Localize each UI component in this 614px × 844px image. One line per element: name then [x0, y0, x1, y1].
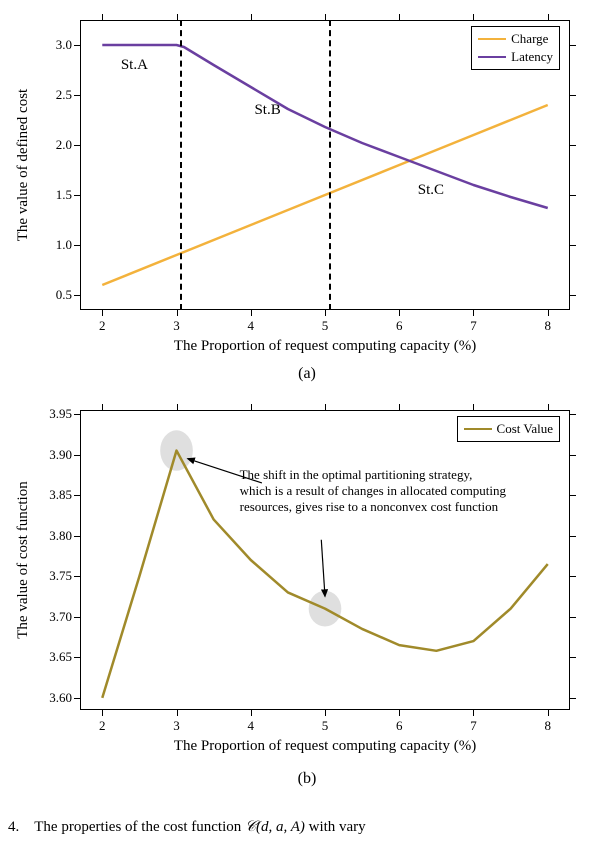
y-tick-label: 3.90: [42, 447, 72, 463]
y-tick-label: 3.60: [42, 690, 72, 706]
series-line: [102, 105, 547, 285]
y-tick-label: 3.75: [42, 568, 72, 584]
y-tick-label: 3.65: [42, 649, 72, 665]
x-tick-label: 8: [538, 318, 558, 334]
x-tick-label: 3: [167, 718, 187, 734]
x-tick-label: 5: [315, 718, 335, 734]
y-tick-label: 1.5: [42, 187, 72, 203]
figure-a: 23456780.51.01.52.02.53.0The value of de…: [80, 20, 570, 310]
caption-suffix: with vary: [309, 819, 366, 835]
vertical-guideline: [180, 20, 182, 310]
inline-annotation: St.A: [121, 57, 148, 74]
x-tick-label: 5: [315, 318, 335, 334]
x-tick-label: 8: [538, 718, 558, 734]
y-tick-label: 0.5: [42, 287, 72, 303]
x-tick-label: 4: [241, 718, 261, 734]
y-tick-label: 3.70: [42, 609, 72, 625]
x-tick-label: 4: [241, 318, 261, 334]
legend-swatch: [478, 56, 506, 59]
x-axis-label: The Proportion of request computing capa…: [145, 338, 505, 355]
x-tick-label: 7: [463, 318, 483, 334]
legend-label: Charge: [511, 31, 548, 47]
y-axis-label: The value of cost function: [15, 460, 32, 660]
vertical-guideline: [329, 20, 331, 310]
y-tick-label: 2.0: [42, 137, 72, 153]
caption-body: The properties of the cost function: [34, 819, 241, 835]
x-tick-label: 6: [389, 718, 409, 734]
legend: Cost Value: [457, 416, 560, 442]
figure-b-caption: (b): [0, 770, 614, 788]
figure-a-caption: (a): [0, 365, 614, 383]
legend-item: Charge: [478, 30, 553, 48]
legend-item: Latency: [478, 48, 553, 66]
y-tick-label: 1.0: [42, 237, 72, 253]
inline-annotation: St.C: [418, 182, 444, 199]
y-tick-label: 3.85: [42, 487, 72, 503]
x-tick-label: 7: [463, 718, 483, 734]
legend-swatch: [464, 428, 492, 431]
annotation-arrow: [321, 540, 325, 597]
legend-label: Cost Value: [497, 421, 553, 437]
legend-label: Latency: [511, 49, 553, 65]
legend-swatch: [478, 38, 506, 41]
x-tick-label: 2: [92, 718, 112, 734]
legend-item: Cost Value: [464, 420, 553, 438]
x-axis-label: The Proportion of request computing capa…: [145, 738, 505, 755]
x-tick-label: 6: [389, 318, 409, 334]
y-axis-label: The value of defined cost: [15, 65, 32, 265]
y-tick-label: 3.0: [42, 37, 72, 53]
x-tick-label: 3: [167, 318, 187, 334]
caption-index: 4.: [8, 819, 19, 835]
annotation-text: The shift in the optimal partitioning st…: [240, 467, 506, 516]
y-tick-label: 2.5: [42, 87, 72, 103]
truncated-caption: 4. The properties of the cost function 𝒞…: [8, 818, 608, 836]
y-tick-label: 3.80: [42, 528, 72, 544]
inline-annotation: St.B: [254, 102, 280, 119]
legend: Charge Latency: [471, 26, 560, 70]
figure-b: 23456783.603.653.703.753.803.853.903.95T…: [80, 410, 570, 710]
x-tick-label: 2: [92, 318, 112, 334]
caption-math: 𝒞(d, a, A): [245, 819, 305, 835]
y-tick-label: 3.95: [42, 406, 72, 422]
